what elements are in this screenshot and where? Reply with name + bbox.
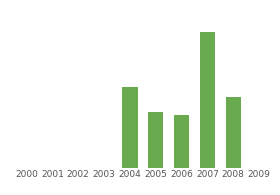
Bar (225, 97, 241, 168)
Bar (148, 112, 164, 168)
Bar (200, 32, 215, 168)
Bar (122, 87, 138, 168)
Bar (174, 115, 189, 168)
